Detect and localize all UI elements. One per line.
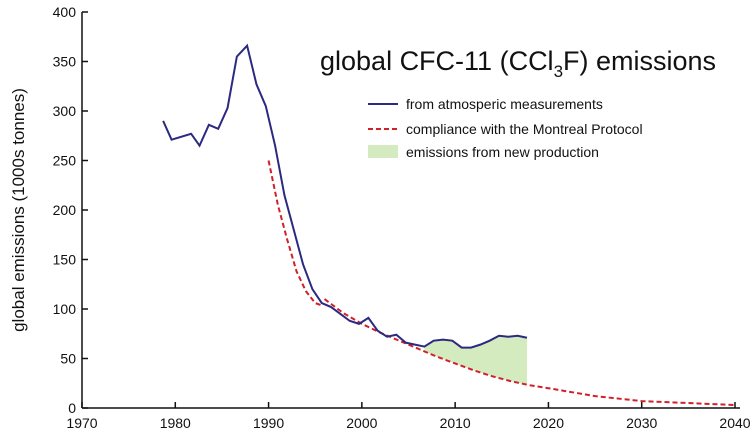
x-tick-label: 1980 [160,415,191,431]
y-tick-label: 150 [53,252,77,268]
legend-swatch-fill [368,145,398,158]
y-tick-label: 300 [53,103,77,119]
measurements-line [162,43,528,349]
chart-title: global CFC-11 (CCl3F) emissions [320,46,716,81]
y-tick-label: 200 [53,202,77,218]
y-tick-label: 250 [53,153,77,169]
new-production-area [424,335,527,385]
compliance-line [323,298,736,407]
y-tick-label: 350 [53,54,77,70]
compliance-line [267,160,322,306]
legend-label-fill: emissions from new production [406,144,599,160]
x-tick-label: 1970 [66,415,97,431]
legend-label-compliance: compliance with the Montreal Protocol [406,121,643,137]
y-tick-label: 100 [53,301,77,317]
y-tick-label: 400 [53,4,77,20]
legend: from atmosperic measurements compliance … [368,96,643,160]
x-tick-label: 2020 [533,415,564,431]
x-tick-label: 1990 [253,415,284,431]
y-tick-label: 0 [68,400,76,416]
x-tick-label: 2000 [346,415,377,431]
x-tick-label: 2030 [626,415,657,431]
x-tick-label: 2010 [440,415,471,431]
y-tick-label: 50 [60,351,76,367]
x-tick-label: 2040 [719,415,750,431]
legend-label-measured: from atmosperic measurements [406,96,603,112]
y-axis-label: global emissions (1000s tonnes) [9,88,28,332]
